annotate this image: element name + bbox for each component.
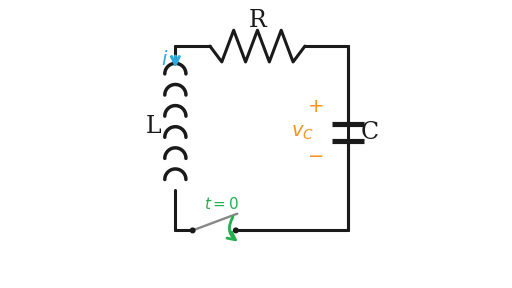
- Text: L: L: [146, 115, 162, 138]
- Text: $v_C$: $v_C$: [291, 123, 313, 142]
- Text: R: R: [248, 9, 266, 32]
- Text: +: +: [308, 97, 325, 116]
- Circle shape: [233, 228, 238, 233]
- Text: C: C: [360, 121, 379, 144]
- Text: $i$: $i$: [161, 50, 168, 69]
- Circle shape: [190, 228, 195, 233]
- Text: −: −: [308, 147, 325, 166]
- Text: $t{=}0$: $t{=}0$: [204, 196, 240, 212]
